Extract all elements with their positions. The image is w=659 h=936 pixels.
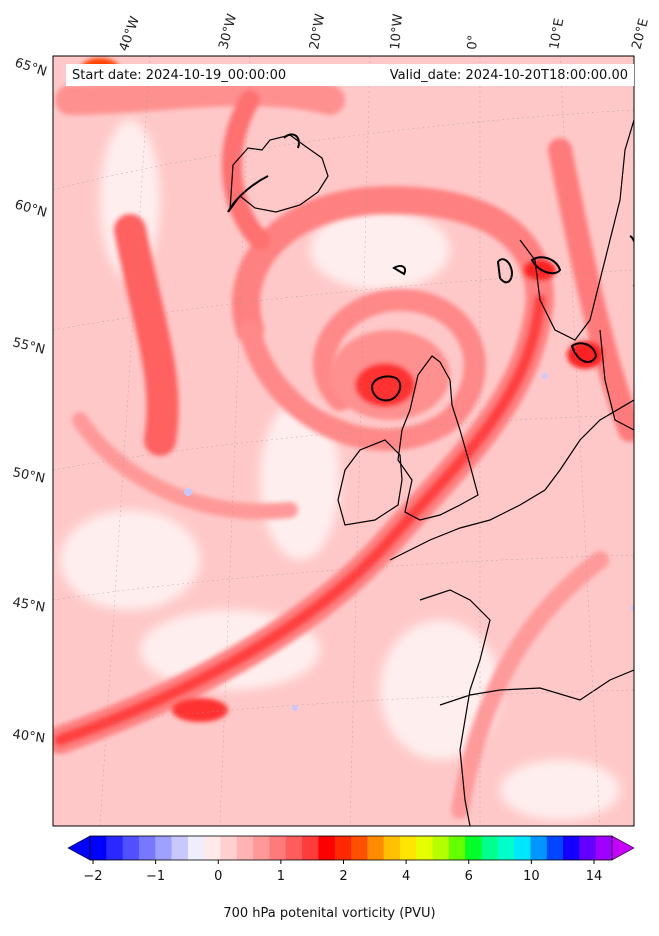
colorbar-tick-label: 0 [214, 869, 222, 884]
britain-coast [397, 355, 479, 521]
colorbar-segment [530, 836, 548, 860]
colorbar-min-arrow [67, 835, 91, 861]
colorbar-segment [90, 836, 107, 860]
colorbar: −2 −1 0 1 2 4 6 10 14 [67, 835, 635, 884]
colorbar-segment [514, 836, 531, 860]
colorbar-segment [334, 836, 352, 860]
colorbar-segment [236, 836, 254, 860]
colorbar-segment [546, 836, 564, 860]
colorbar-segment [302, 836, 319, 860]
map-frame [52, 55, 635, 827]
colorbar-segment [367, 836, 385, 860]
start-date: Start date: 2024-10-19_00:00:00 [72, 67, 287, 83]
colorbar-tick-label: 1 [277, 869, 285, 884]
colorbar-segment [285, 836, 303, 860]
lon-label: 0° [465, 34, 481, 50]
colorbar-segment [481, 836, 499, 860]
lat-label: 45°N [11, 595, 46, 615]
lon-label: 40°W [117, 14, 143, 53]
biscay-coast [419, 589, 491, 691]
lon-label: 20°E [629, 17, 652, 51]
colorbar-segment [220, 836, 238, 860]
pv-negative-specks [184, 373, 634, 711]
colorbar-segment [432, 836, 450, 860]
colorbar-segment [351, 836, 368, 860]
lon-label: 10°E [547, 17, 567, 50]
colorbar-segment [187, 836, 205, 860]
iceland-coast [229, 134, 329, 213]
lat-label: 60°N [13, 197, 49, 220]
latitude-labels: 65°N 60°N 55°N 50°N 45°N 40°N [11, 56, 49, 747]
colorbar-segment [138, 836, 156, 860]
pv-bands [53, 76, 634, 819]
colorbar-tick-label: 10 [523, 869, 540, 884]
colorbar-segment [204, 836, 221, 860]
norway-coast [519, 119, 634, 341]
colorbar-segment [595, 836, 613, 860]
pv-field [53, 56, 634, 826]
colorbar-segment [497, 836, 515, 860]
colorbar-segment [269, 836, 287, 860]
denmark-coast [599, 329, 634, 431]
colorbar-segment [465, 836, 482, 860]
colorbar-tick-label: −2 [83, 869, 102, 884]
colorbar-tick-label: 2 [339, 869, 347, 884]
colorbar-segment [155, 836, 172, 860]
colorbar-tick-label: 4 [402, 869, 410, 884]
colorbar-segment [106, 836, 124, 860]
graticule [53, 56, 634, 826]
colorbar-segment [416, 836, 433, 860]
colorbar-segment [563, 836, 580, 860]
ireland-coast [337, 439, 403, 526]
colorbar-segments [90, 836, 613, 860]
colorbar-label: 700 hPa potenital vorticity (PVU) [223, 906, 436, 921]
colorbar-tick-label: −1 [146, 869, 165, 884]
lat-label: 40°N [11, 727, 46, 746]
iberia-west-coast [459, 689, 471, 826]
colorbar-segment [122, 836, 140, 860]
lat-label: 55°N [11, 335, 46, 357]
colorbar-segment [171, 836, 189, 860]
colorbar-tick-label: 14 [586, 869, 603, 884]
colorbar-segment [579, 836, 597, 860]
colorbar-segment [448, 836, 466, 860]
colorbar-tick-label: 6 [465, 869, 473, 884]
lat-label: 65°N [13, 56, 49, 80]
iberia-north-coast [439, 669, 634, 706]
pv-contours [227, 133, 634, 402]
lon-label: 30°W [216, 12, 240, 51]
colorbar-frame [89, 835, 613, 861]
date-stamp: Start date: 2024-10-19_00:00:00 Valid_da… [66, 64, 634, 86]
lon-label: 20°W [307, 13, 328, 51]
longitude-labels: 40°W 30°W 20°W 10°W 0° 10°E 20°E [117, 12, 652, 53]
colorbar-ticks: −2 −1 0 1 2 4 6 10 14 [83, 860, 602, 884]
colorbar-segment [383, 836, 401, 860]
colorbar-segment [253, 836, 270, 860]
valid-date: Valid_date: 2024-10-20T18:00:00.00 [389, 67, 628, 83]
colorbar-max-arrow [611, 835, 635, 861]
colorbar-segment [318, 836, 336, 860]
coastlines [229, 119, 634, 826]
lat-label: 50°N [11, 465, 46, 486]
colorbar-segment [399, 836, 417, 860]
continent-coast [389, 399, 634, 561]
lon-label: 10°W [388, 13, 406, 50]
